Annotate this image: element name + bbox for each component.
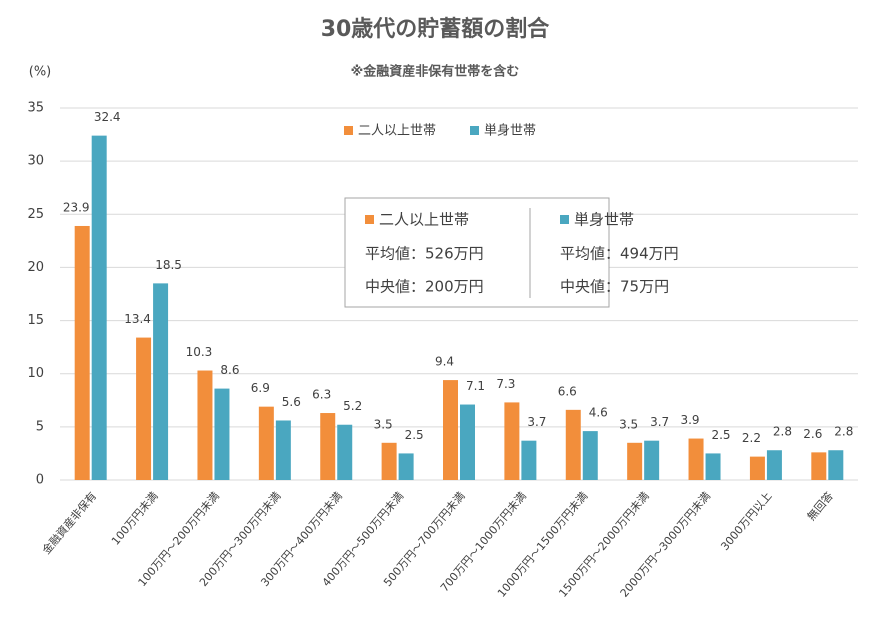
value-label: 3.5 (374, 417, 393, 431)
info-line: 中央値：75万円 (560, 278, 669, 296)
value-label: 3.7 (650, 415, 669, 429)
y-tick-label: 10 (27, 366, 44, 381)
value-label: 4.6 (589, 406, 608, 420)
info-line: 平均値：526万円 (365, 245, 484, 263)
bar (398, 453, 414, 480)
legend-label: 二人以上世帯 (358, 124, 436, 139)
legend-swatch (470, 126, 479, 135)
value-label: 6.3 (312, 388, 331, 402)
bar (320, 413, 336, 480)
bar (74, 225, 90, 480)
info-header: 二人以上世帯 (379, 211, 469, 229)
value-label: 23.9 (63, 200, 90, 214)
bar (136, 337, 152, 480)
info-header: 単身世帯 (574, 211, 634, 229)
value-label: 2.6 (803, 427, 822, 441)
value-label: 18.5 (155, 258, 182, 272)
info-line: 中央値：200万円 (365, 278, 484, 296)
bars: 金融資産非保有23.932.4100万円未満13.418.5100万円～200万… (39, 110, 853, 600)
bar (197, 370, 213, 480)
bar (749, 456, 765, 480)
y-tick-label: 15 (27, 313, 44, 328)
value-label: 2.5 (711, 428, 730, 442)
y-axis-label: (%) (29, 65, 52, 80)
value-label: 10.3 (186, 345, 213, 359)
info-swatch (560, 215, 569, 224)
info-line: 平均値：494万円 (560, 245, 679, 263)
bar (627, 442, 643, 480)
value-label: 3.5 (619, 417, 638, 431)
value-label: 2.8 (773, 425, 792, 439)
value-label: 9.4 (435, 355, 454, 369)
y-tick-label: 35 (27, 101, 44, 116)
bar (766, 450, 782, 480)
bar (153, 283, 169, 480)
value-label: 6.6 (558, 384, 577, 398)
bar (688, 438, 704, 480)
y-tick-label: 30 (27, 154, 44, 169)
bar (214, 388, 230, 480)
value-label: 5.2 (343, 399, 362, 413)
value-label: 8.6 (220, 363, 239, 377)
bar (644, 440, 660, 480)
x-tick-label: 100万円未満 (109, 490, 161, 548)
bar (828, 450, 844, 480)
bar (258, 406, 274, 480)
value-label: 7.3 (496, 377, 515, 391)
x-tick-label: 3000万円以上 (718, 490, 774, 554)
y-tick-label: 0 (36, 473, 44, 488)
bar (381, 442, 397, 480)
bar (91, 135, 107, 481)
bar (443, 380, 458, 480)
value-label: 3.9 (680, 413, 699, 427)
value-label: 2.5 (405, 428, 424, 442)
value-label: 7.1 (466, 379, 485, 393)
bar (521, 440, 537, 480)
chart-title: 30歳代の貯蓄額の割合 (321, 16, 551, 42)
y-tick-label: 25 (27, 207, 44, 222)
bar (565, 409, 581, 480)
value-label: 13.4 (124, 312, 151, 326)
y-tick-label: 5 (36, 419, 44, 434)
bar (337, 424, 353, 480)
chart-subtitle: ※金融資産非保有世帯を含む (351, 64, 520, 80)
x-tick-label: 無回答 (804, 489, 836, 523)
x-tick-label: 金融資産非保有 (39, 489, 99, 557)
bar (275, 420, 291, 480)
bar (582, 431, 598, 480)
legend-label: 単身世帯 (484, 123, 536, 139)
value-label: 32.4 (94, 110, 121, 124)
bar (460, 404, 475, 480)
bar (811, 452, 827, 480)
value-label: 2.8 (834, 425, 853, 439)
info-swatch (365, 215, 374, 224)
bar (705, 453, 721, 480)
value-label: 6.9 (251, 381, 270, 395)
value-label: 3.7 (527, 415, 546, 429)
value-label: 2.2 (742, 431, 761, 445)
bar (504, 402, 520, 480)
legend-swatch (344, 126, 353, 135)
y-tick-label: 20 (27, 260, 44, 275)
value-label: 5.6 (282, 395, 301, 409)
